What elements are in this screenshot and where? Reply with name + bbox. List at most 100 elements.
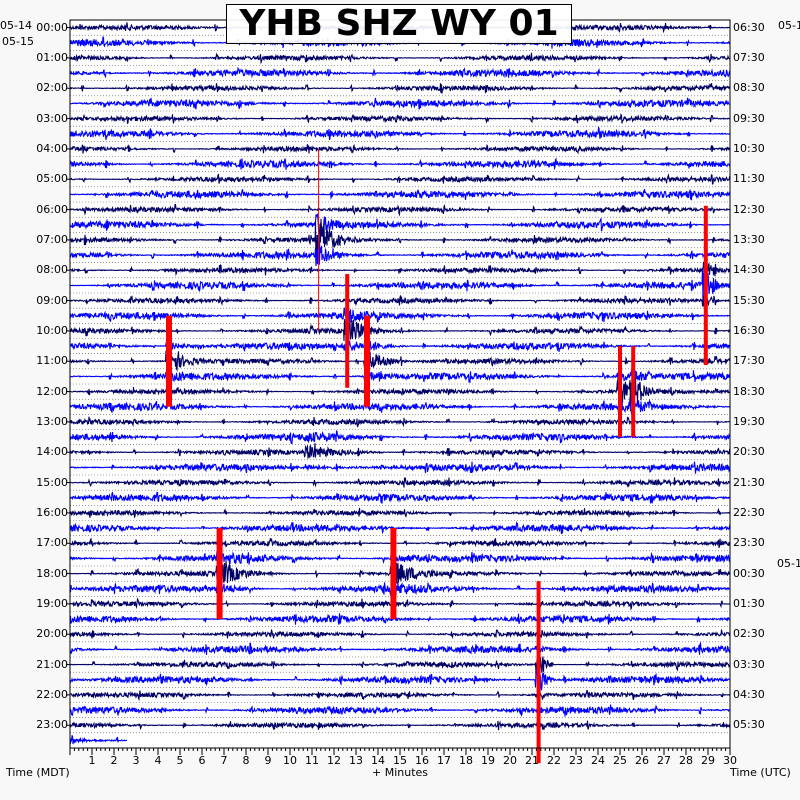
x-tick-label: 8 <box>242 754 250 767</box>
trace-row <box>69 704 731 717</box>
x-tick-label: 29 <box>701 754 715 767</box>
right-hour-label: 11:30 <box>733 172 765 186</box>
x-tick-label: 14 <box>371 754 385 767</box>
right-hour-label: 02:30 <box>733 627 765 641</box>
left-hour-label: 03:00 <box>36 111 68 125</box>
x-tick-label: 20 <box>503 754 517 767</box>
right-hour-label: 03:30 <box>733 657 765 671</box>
left-hour-label: 12:00 <box>36 384 68 398</box>
trace-row <box>69 461 731 474</box>
x-tick-label: 17 <box>437 754 451 767</box>
right-hour-label: 17:30 <box>733 354 765 368</box>
x-tick-label: 15 <box>393 754 407 767</box>
x-tick-label: 30 <box>723 754 737 767</box>
x-tick-label: 6 <box>198 754 206 767</box>
x-tick-label: 3 <box>132 754 140 767</box>
trace-row <box>69 340 731 353</box>
x-tick-label: 25 <box>613 754 627 767</box>
right-date-label-start: 05-1 <box>778 19 800 32</box>
trace-row <box>69 653 731 675</box>
left-hour-label: 22:00 <box>36 687 68 701</box>
x-tick-label: 5 <box>176 754 184 767</box>
trace-row <box>69 443 731 459</box>
left-hour-label: 10:00 <box>36 323 68 337</box>
clipped-event-marker <box>703 205 708 366</box>
trace-row <box>69 641 731 655</box>
x-tick-label: 23 <box>569 754 583 767</box>
x-tick-label: 12 <box>327 754 341 767</box>
trace-row <box>69 629 731 639</box>
x-tick-label: 24 <box>591 754 605 767</box>
left-hour-label: 19:00 <box>36 596 68 610</box>
left-hour-label: 16:00 <box>36 505 68 519</box>
trace-row <box>69 550 731 566</box>
left-hour-label: 11:00 <box>36 354 68 368</box>
trace-row <box>69 613 731 625</box>
trace-row <box>69 189 731 201</box>
trace-row <box>69 112 731 125</box>
left-hour-label: 04:00 <box>36 141 68 155</box>
trace-row <box>69 476 731 488</box>
trace-row <box>69 66 731 79</box>
clipped-event-marker <box>216 528 223 620</box>
trace-row <box>69 218 731 266</box>
trace-row <box>69 560 731 587</box>
x-tick-label: 26 <box>635 754 649 767</box>
x-tick-label: 11 <box>305 754 319 767</box>
right-hour-label: 00:30 <box>733 566 765 580</box>
right-hour-label: 22:30 <box>733 505 765 519</box>
trace-row <box>69 261 731 278</box>
right-hour-label: 05:30 <box>733 718 765 732</box>
left-hour-label: 17:00 <box>36 536 68 550</box>
x-tick-label: 16 <box>415 754 429 767</box>
x-tick-label: 10 <box>283 754 297 767</box>
trace-row <box>69 491 731 504</box>
left-hour-label: 14:00 <box>36 445 68 459</box>
clipped-event-marker <box>364 315 370 407</box>
x-tick-label: 13 <box>349 754 363 767</box>
y-axis-label-right: Time (UTC) <box>730 766 791 779</box>
x-tick-label: 22 <box>547 754 561 767</box>
left-date-label-start: 05-14 <box>0 19 32 32</box>
clipped-event-marker <box>631 346 636 438</box>
right-hour-label: 18:30 <box>733 384 765 398</box>
right-hour-label: 16:30 <box>733 323 765 337</box>
trace-row <box>69 83 731 94</box>
right-hour-label: 12:30 <box>733 202 765 216</box>
trace-row <box>69 735 128 745</box>
trace-row <box>69 213 731 235</box>
x-tick-label: 4 <box>154 754 162 767</box>
trace-row <box>69 266 731 307</box>
right-hour-label: 15:30 <box>733 293 765 307</box>
x-tick-label: 7 <box>220 754 228 767</box>
trace-row <box>69 689 730 702</box>
x-tick-label: 2 <box>110 754 118 767</box>
clipped-event-marker <box>618 346 622 438</box>
left-hour-label: 21:00 <box>36 657 68 671</box>
trace-row <box>69 203 731 217</box>
x-tick-label: 18 <box>459 754 473 767</box>
right-hour-label: 06:30 <box>733 20 765 34</box>
trace-row <box>69 667 731 695</box>
trace-row <box>69 292 731 310</box>
y-axis-label-left: Time (MDT) <box>6 766 70 779</box>
trace-row <box>69 173 731 185</box>
right-hour-label: 08:30 <box>733 81 765 95</box>
trace-row <box>69 157 731 171</box>
right-hour-label: 20:30 <box>733 445 765 459</box>
left-hour-label: 09:00 <box>36 293 68 307</box>
left-hour-label: 18:00 <box>36 566 68 580</box>
left-hour-label: 05:00 <box>36 172 68 186</box>
right-hour-label: 10:30 <box>733 141 765 155</box>
left-date-label-next: 05-15 <box>2 35 34 48</box>
trace-row <box>69 97 731 110</box>
left-hour-label: 20:00 <box>36 627 68 641</box>
trace-row <box>69 537 731 548</box>
clipped-event-marker <box>390 528 397 620</box>
x-axis-label: + Minutes <box>372 766 429 779</box>
trace-row <box>69 143 731 155</box>
x-tick-label: 21 <box>525 754 539 767</box>
trace-row <box>69 52 731 65</box>
right-hour-label: 23:30 <box>733 536 765 550</box>
